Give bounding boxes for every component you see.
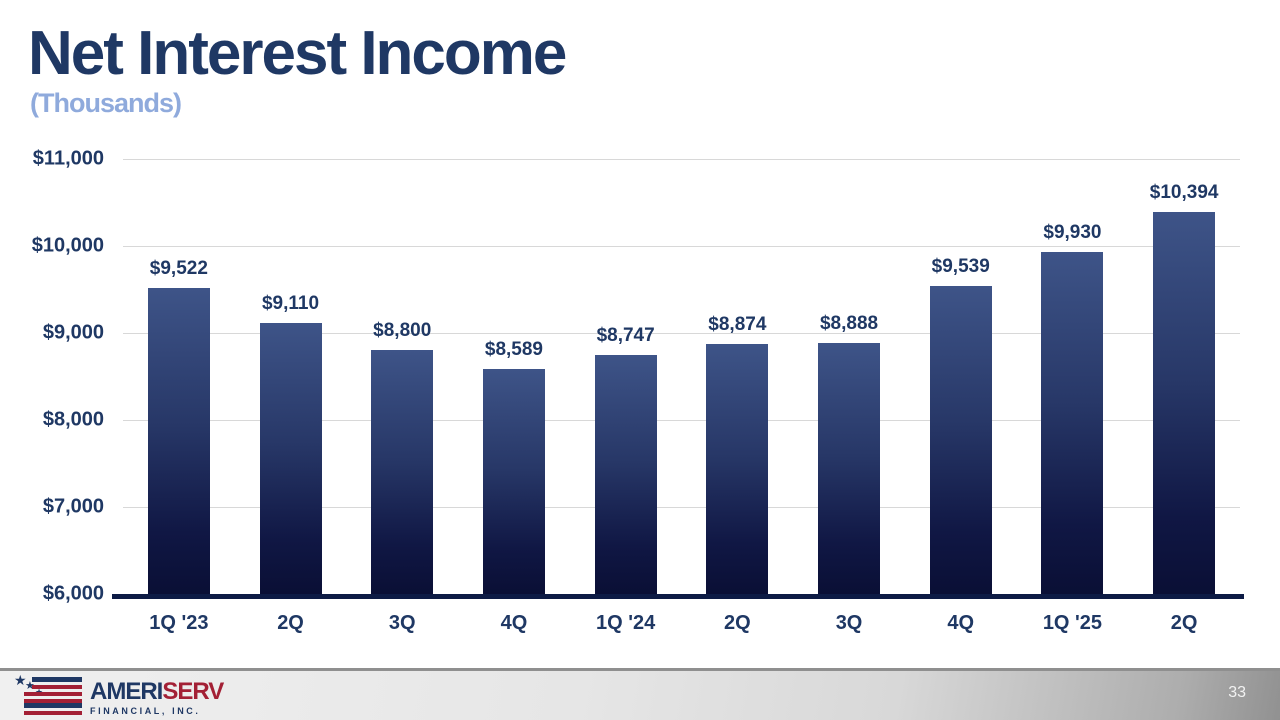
bar bbox=[259, 323, 322, 594]
bar bbox=[818, 342, 881, 594]
bar-group: $8,589 bbox=[458, 159, 570, 594]
gridline bbox=[123, 507, 1240, 508]
x-tick-label: 2Q bbox=[1170, 612, 1198, 634]
logo-brand-name: AMERISERV bbox=[90, 678, 224, 705]
bar-value-label: $8,874 bbox=[708, 313, 767, 335]
bar-group: $8,747 bbox=[570, 159, 682, 594]
bar-group: $9,930 bbox=[1017, 159, 1129, 594]
bar-group: $8,800 bbox=[346, 159, 458, 594]
footer: ★ ★ ★ AMERISERV FINANCIAL, bbox=[0, 671, 1280, 720]
y-tick-label: $10,000 bbox=[31, 234, 104, 257]
bar bbox=[706, 343, 769, 594]
x-axis-line bbox=[112, 594, 1244, 599]
bar-value-label: $9,539 bbox=[931, 256, 990, 278]
gridline bbox=[123, 246, 1240, 247]
x-tick-label: 4Q bbox=[947, 612, 975, 634]
footer-divider bbox=[0, 668, 1280, 671]
bar-value-label: $10,394 bbox=[1149, 181, 1219, 203]
bar bbox=[147, 287, 210, 594]
x-tick-label: 4Q bbox=[500, 612, 528, 634]
flag-icon: ★ ★ ★ bbox=[14, 672, 86, 717]
gridline bbox=[123, 159, 1240, 160]
bar-group: $9,522 bbox=[123, 159, 235, 594]
bar bbox=[371, 350, 434, 594]
gridline bbox=[123, 420, 1240, 421]
ameriserv-logo: ★ ★ ★ AMERISERV FINANCIAL, bbox=[14, 672, 244, 719]
x-tick-label: 1Q '24 bbox=[596, 612, 656, 634]
x-tick-label: 2Q bbox=[277, 612, 304, 634]
bar bbox=[929, 286, 992, 594]
bar bbox=[482, 368, 545, 594]
logo-text: AMERISERV FINANCIAL, INC. bbox=[90, 678, 224, 717]
y-tick-label: $7,000 bbox=[42, 495, 104, 518]
x-tick-label: 1Q '25 bbox=[1042, 612, 1103, 634]
plot-area: $9,522 $9,110 $8,800 $8,589 $8,747 $8,874 $8,8… bbox=[112, 159, 1244, 599]
x-axis: 1Q '23 2Q 3Q 4Q 1Q '24 2Q 3Q 4Q 1Q '25 2Q bbox=[123, 608, 1240, 642]
x-tick-label: 2Q bbox=[724, 612, 751, 634]
y-tick-label: $9,000 bbox=[42, 321, 104, 344]
y-tick-label: $11,000 bbox=[32, 147, 104, 170]
bar-value-label: $9,110 bbox=[261, 293, 320, 315]
bar-group: $9,110 bbox=[235, 159, 347, 594]
star-icon: ★ bbox=[14, 672, 27, 688]
net-interest-income-chart: $11,000 $10,000 $9,000 $8,000 $7,000 $6,000 $… bbox=[0, 148, 1244, 642]
bar-value-label: $8,589 bbox=[484, 338, 543, 360]
bar-value-label: $9,930 bbox=[1043, 222, 1102, 244]
x-tick-label: 3Q bbox=[835, 612, 863, 634]
logo-tagline: FINANCIAL, INC. bbox=[90, 706, 201, 716]
bar bbox=[1153, 211, 1216, 594]
y-axis: $11,000 $10,000 $9,000 $8,000 $7,000 $6,000 bbox=[0, 148, 104, 605]
x-tick-label: 3Q bbox=[388, 612, 416, 634]
page-title: Net Interest Income bbox=[28, 19, 567, 88]
y-tick-label: $8,000 bbox=[42, 408, 104, 431]
bar-value-label: $8,747 bbox=[596, 325, 655, 347]
star-icon: ★ bbox=[25, 680, 35, 692]
bar-group: $9,539 bbox=[905, 159, 1017, 594]
gridline bbox=[123, 333, 1240, 334]
y-tick-label: $6,000 bbox=[42, 582, 104, 605]
bar-group: $8,888 bbox=[793, 159, 905, 594]
bar-group: $8,874 bbox=[682, 159, 794, 594]
bar-group: $10,394 bbox=[1128, 159, 1240, 594]
x-tick-label: 1Q '23 bbox=[149, 612, 209, 634]
flag-stripes bbox=[24, 677, 82, 715]
bar-value-label: $8,888 bbox=[819, 312, 879, 334]
bar bbox=[1041, 252, 1104, 594]
bar bbox=[594, 355, 657, 594]
bar-value-label: $8,800 bbox=[373, 320, 432, 342]
page-number: 33 bbox=[1228, 684, 1246, 701]
bar-value-label: $9,522 bbox=[149, 257, 208, 279]
page-subtitle: (Thousands) bbox=[30, 88, 182, 118]
